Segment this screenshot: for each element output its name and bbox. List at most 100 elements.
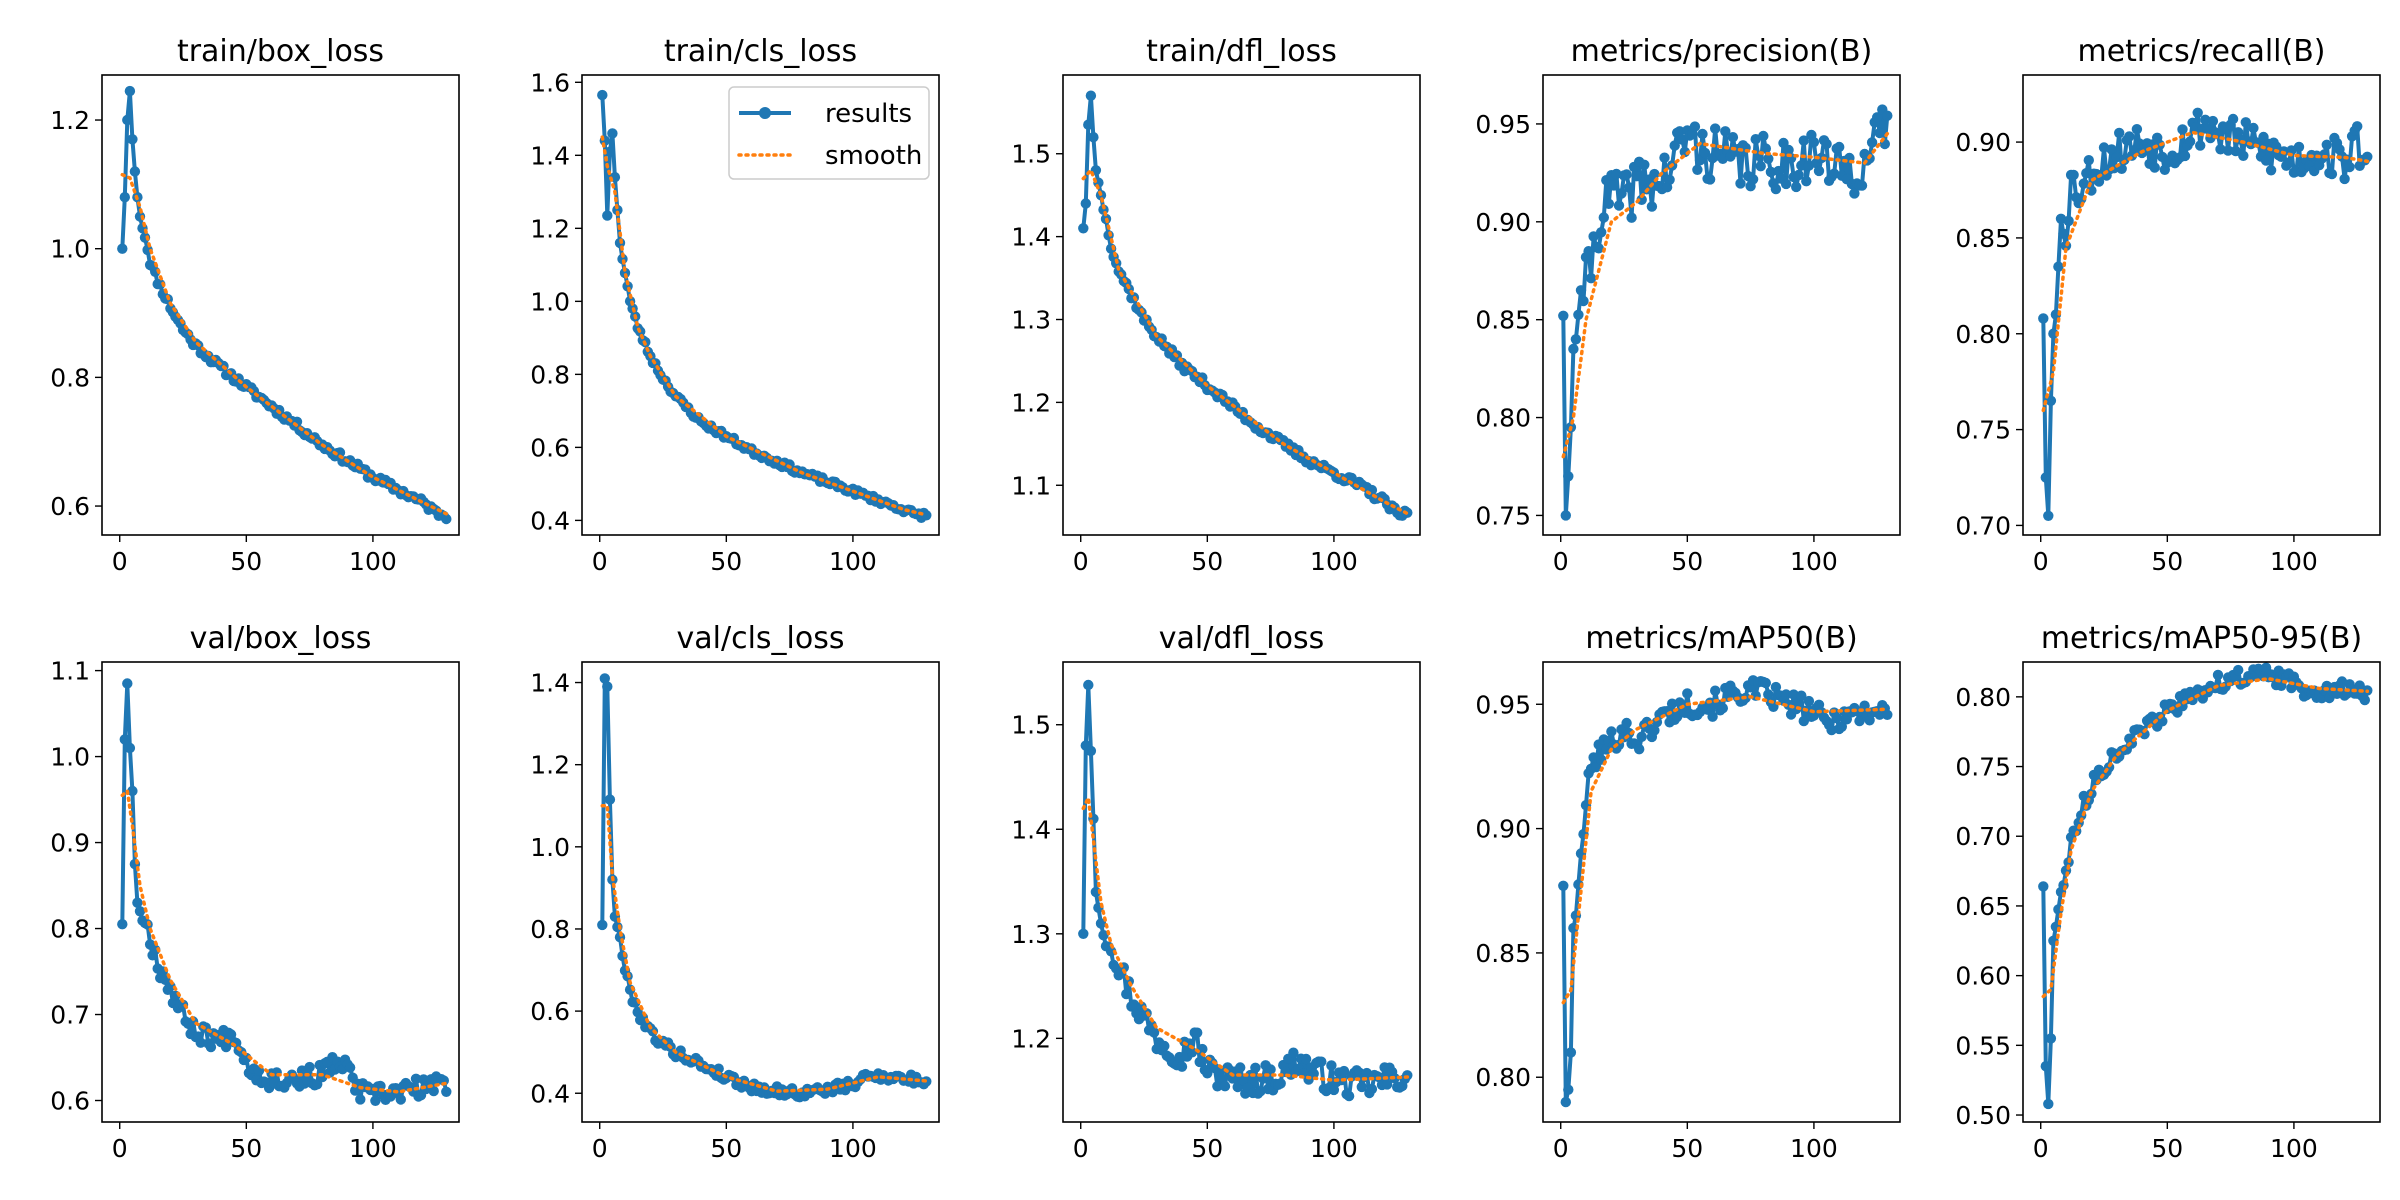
results-point [612,204,623,216]
results-point [1623,182,1635,193]
results-point [1763,153,1774,164]
x-tick-label: 50 [1671,1134,1703,1163]
results-point [2053,261,2064,272]
x-tick-label: 100 [1310,1134,1358,1163]
results-point [410,1073,422,1085]
y-tick-label: 0.8 [50,363,90,392]
results-point [334,447,346,458]
y-tick-label: 1.1 [1011,471,1051,500]
results-point [2068,169,2079,181]
results-point [1856,180,1868,191]
results-point [1565,1047,1577,1058]
y-tick-label: 1.5 [1011,140,1051,169]
results-point [1237,1075,1249,1086]
x-tick-label: 0 [2033,1134,2049,1163]
results-point [124,85,136,97]
results-point [1710,685,1721,696]
results-point [2078,178,2089,189]
x-tick-label: 0 [1553,547,1569,576]
results-point [1801,176,1812,187]
results-point [1649,725,1660,736]
results-point [1105,946,1117,957]
results-point [2195,140,2206,151]
results-point [1308,1068,1319,1080]
results-point [129,166,141,177]
results-point [1755,161,1766,172]
results-point [1727,132,1739,143]
results-point [2352,121,2363,132]
results-point [1212,1081,1223,1092]
results-point [2212,669,2224,681]
results-point [117,919,128,930]
y-tick-label: 1.4 [1011,815,1051,844]
results-point [2048,328,2059,339]
results-point [1659,152,1670,163]
subplot-title: train/box_loss [177,34,384,69]
x-tick-label: 50 [1191,1134,1223,1163]
y-tick-label: 1.2 [50,106,90,135]
y-tick-label: 0.4 [530,1079,570,1108]
results-point [1808,137,1820,148]
y-tick-label: 0.80 [1955,683,2011,712]
results-point [1694,155,1706,166]
results-point [1596,227,1607,238]
results-point [1646,201,1658,212]
results-point [1591,761,1602,773]
y-tick-label: 1.0 [530,833,570,862]
results-point [1121,988,1132,1000]
subplot-6: val/box_loss 0 50 100 0.6 0.7 0.8 0.9 1.0 1.1 [50,621,460,1163]
results-point [1765,166,1777,178]
y-tick-label: 1.0 [530,287,570,316]
results-markers [117,85,452,525]
smooth-line [1081,791,1410,1082]
results-point [1735,178,1746,189]
results-line [120,681,449,1103]
subplot-1: train/box_loss 0 50 100 0.6 0.8 1.0 1.2 [50,34,460,576]
results-point [1788,689,1799,700]
y-tick-label: 0.90 [1475,815,1531,844]
results-point [1796,690,1807,701]
results-point [2238,150,2249,161]
y-tick-label: 0.8 [530,915,570,944]
y-tick-label: 1.4 [530,141,570,170]
axes-frame [2022,74,2381,536]
subplot-title: metrics/mAP50(B) [1585,621,1857,656]
results-point [1606,726,1617,737]
x-tick-label: 100 [2270,1134,2318,1163]
y-tick-label: 1.2 [530,751,570,780]
results-point [2207,115,2219,127]
results-point [2083,155,2094,166]
results-point [2293,141,2305,153]
results-point [1176,1061,1188,1072]
results-markers [1078,90,1413,521]
results-point [1088,132,1099,143]
results-point [122,114,133,126]
results-point [1669,140,1680,151]
results-point [1710,123,1721,134]
results-point [1634,744,1645,755]
results-point [127,134,138,145]
results-point [1560,510,1572,521]
results-point [2222,145,2234,156]
results-point [1621,169,1632,180]
results-point [1613,200,1625,211]
y-tick-label: 0.8 [50,915,90,944]
results-point [1194,1056,1205,1068]
y-tick-label: 1.2 [1011,1024,1051,1053]
results-point [1836,721,1848,732]
results-point [117,243,128,254]
results-point [1085,745,1097,757]
results-point [2354,680,2365,691]
results-point [2139,729,2150,740]
results-point [2038,313,2049,324]
results-point [1793,169,1804,181]
results-point [1588,231,1599,242]
smooth-line [120,787,449,1094]
legend-box [728,86,930,180]
x-tick-label: 0 [1553,1134,1569,1163]
y-tick-label: 0.7 [50,1001,90,1030]
results-point [2344,161,2355,173]
results-point [1636,194,1647,205]
x-tick-label: 0 [112,547,128,576]
y-tick-label: 1.3 [1011,920,1051,949]
